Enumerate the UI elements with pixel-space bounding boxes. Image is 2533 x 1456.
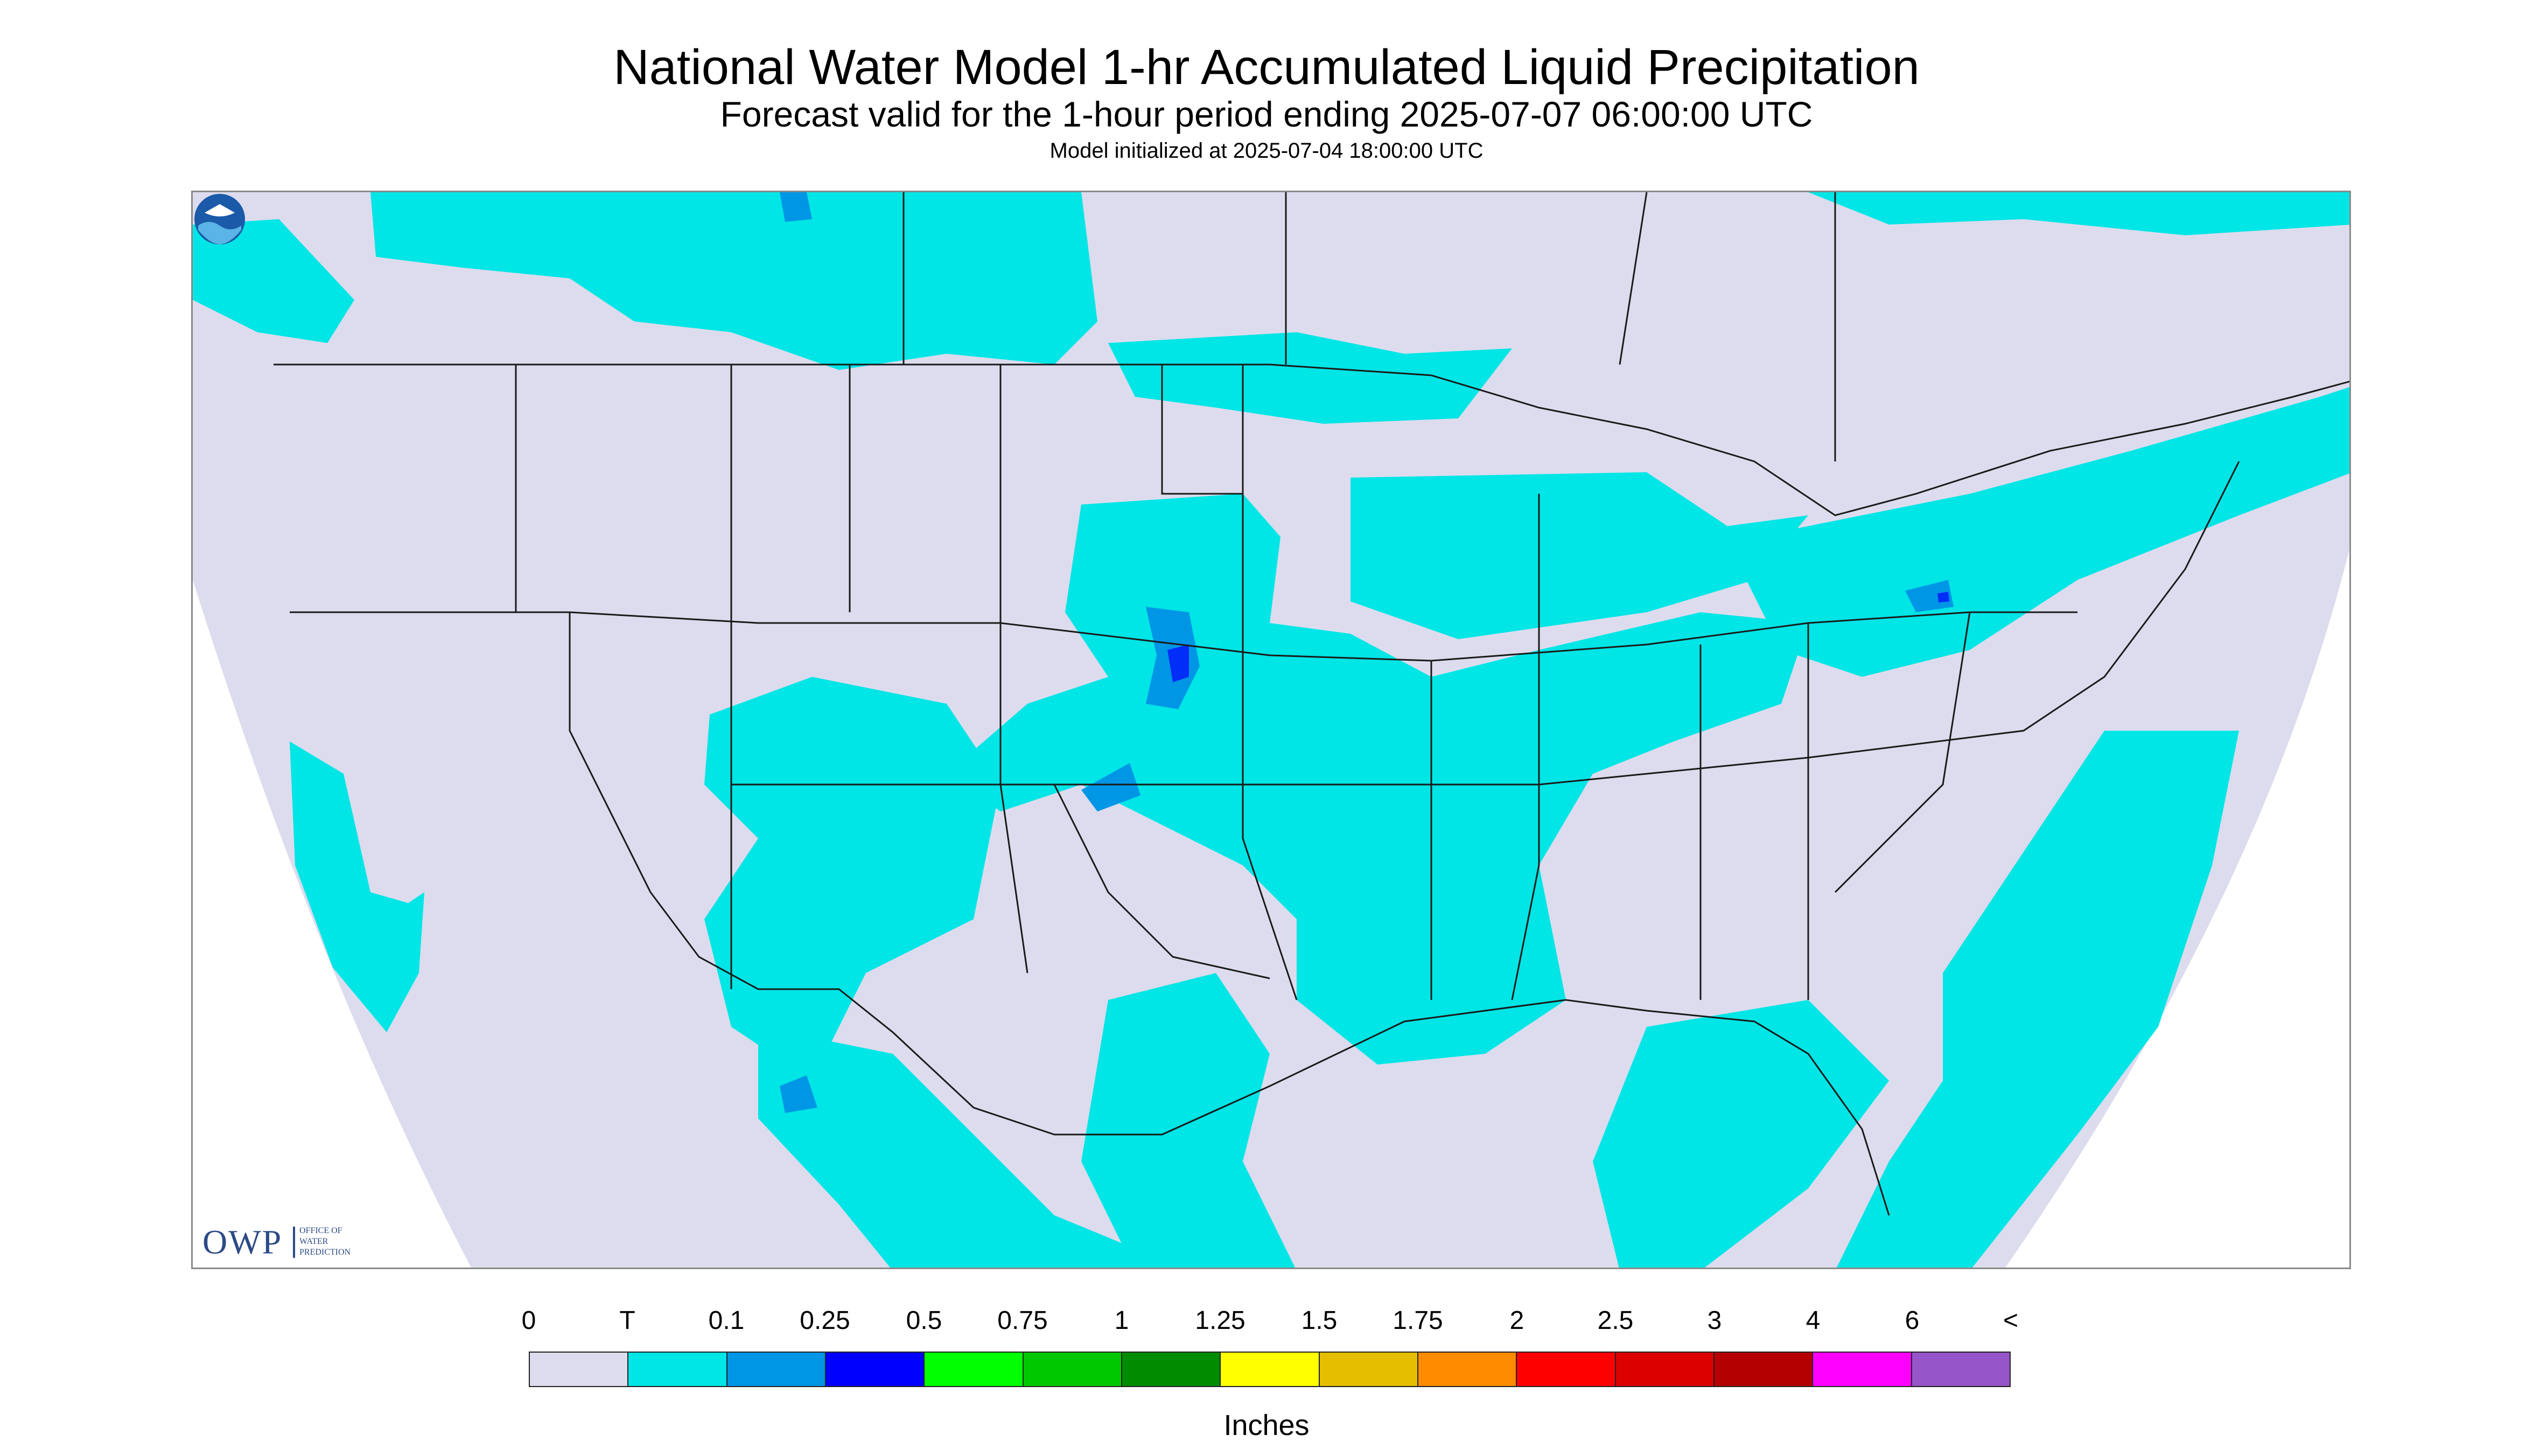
legend-swatch — [1714, 1353, 1814, 1386]
color-legend — [529, 1352, 2011, 1387]
legend-swatch — [727, 1353, 826, 1386]
legend-swatch — [925, 1353, 1024, 1386]
legend-swatch — [1418, 1353, 1517, 1386]
state-borders — [274, 192, 2349, 1216]
legend-tick: 0 — [521, 1306, 536, 1335]
legend-swatch — [1023, 1353, 1122, 1386]
legend-tick: 2.5 — [1597, 1306, 1634, 1335]
legend-units: Inches — [1223, 1409, 1310, 1441]
noaa-logo-icon — [194, 194, 245, 244]
legend-tick: < — [2003, 1306, 2019, 1335]
legend-tick: 0.25 — [800, 1306, 850, 1335]
legend-tick: 1 — [1114, 1306, 1129, 1335]
legend-swatch — [825, 1353, 925, 1386]
owp-logo: OWP OFFICE OF WATER PREDICTION — [202, 1223, 386, 1261]
legend-swatch — [1319, 1353, 1418, 1386]
legend-tick: 1.75 — [1393, 1306, 1443, 1335]
legend-tick: T — [619, 1306, 635, 1335]
legend-swatch — [1221, 1353, 1320, 1386]
legend-swatch — [1615, 1353, 1715, 1386]
owp-logo-divider — [293, 1227, 295, 1258]
legend-swatch — [628, 1353, 727, 1386]
map-title: National Water Model 1-hr Accumulated Li… — [613, 40, 1920, 95]
legend-tick: 2 — [1509, 1306, 1524, 1335]
legend-swatch — [1517, 1353, 1616, 1386]
owp-logo-subtext: OFFICE OF WATER PREDICTION — [299, 1226, 351, 1257]
legend-swatch — [1813, 1353, 1912, 1386]
legend-tick: 0.5 — [906, 1306, 942, 1335]
legend-tick: 3 — [1707, 1306, 1722, 1335]
model-init-time: Model initialized at 2025-07-04 18:00:00… — [1049, 139, 1484, 163]
map-subtitle: Forecast valid for the 1-hour period end… — [720, 94, 1813, 134]
precipitation-map[interactable]: OWP OFFICE OF WATER PREDICTION — [191, 191, 2351, 1269]
map-canvas — [193, 192, 2349, 1268]
legend-swatch — [1122, 1353, 1221, 1386]
legend-tick: 0.75 — [997, 1306, 1048, 1335]
legend-swatch — [530, 1353, 629, 1386]
legend-tick: 1.5 — [1301, 1306, 1338, 1335]
owp-logo-text: OWP — [202, 1223, 283, 1261]
legend-tick: 1.25 — [1195, 1306, 1245, 1335]
legend-tick: 0.1 — [708, 1306, 745, 1335]
moderate-precip-areas — [1167, 592, 1949, 682]
legend-tick: 6 — [1905, 1306, 1920, 1335]
legend-swatch — [1912, 1353, 2010, 1386]
legend-tick: 4 — [1806, 1306, 1821, 1335]
